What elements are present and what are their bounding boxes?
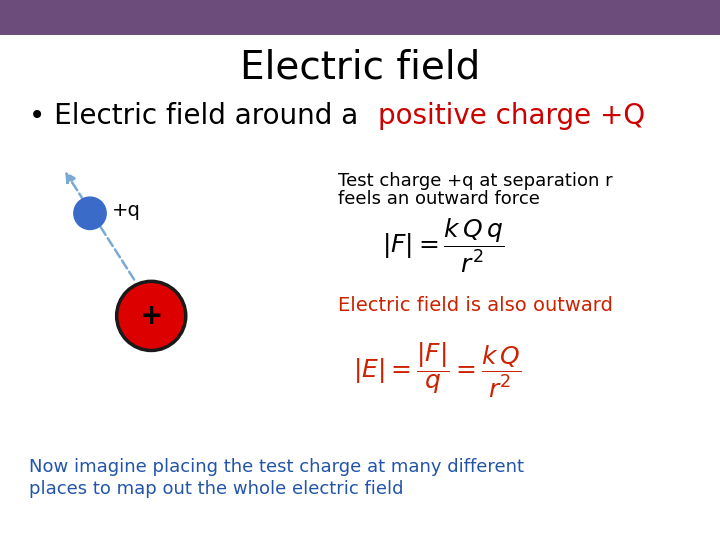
Text: places to map out the whole electric field: places to map out the whole electric fie…	[29, 480, 403, 498]
Text: +: +	[140, 302, 163, 330]
Text: feels an outward force: feels an outward force	[338, 190, 540, 208]
Text: Electric field is also outward: Electric field is also outward	[338, 295, 613, 315]
Text: Test charge +q at separation r: Test charge +q at separation r	[338, 172, 613, 190]
Text: $|E| = \dfrac{|F|}{q} = \dfrac{k\,Q}{r^2}$: $|E| = \dfrac{|F|}{q} = \dfrac{k\,Q}{r^2…	[353, 340, 521, 400]
Ellipse shape	[74, 198, 106, 229]
Text: Electric field: Electric field	[240, 49, 480, 86]
Text: Now imagine placing the test charge at many different: Now imagine placing the test charge at m…	[29, 458, 523, 476]
Text: $|F| = \dfrac{k\,Q\,q}{r^2}$: $|F| = \dfrac{k\,Q\,q}{r^2}$	[382, 217, 504, 275]
Ellipse shape	[117, 281, 186, 350]
Text: positive charge +Q: positive charge +Q	[378, 102, 645, 130]
Text: +q: +q	[112, 201, 140, 220]
Text: • Electric field around a: • Electric field around a	[29, 102, 367, 130]
Bar	[0, 0, 720, 35]
